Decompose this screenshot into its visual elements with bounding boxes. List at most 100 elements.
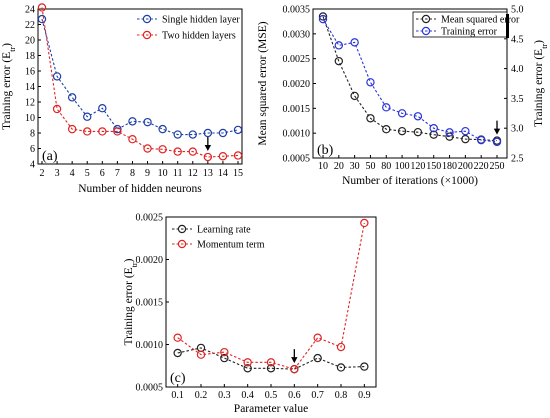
x-tick-label: 3	[55, 168, 60, 179]
x-tick-label: 8	[130, 168, 135, 179]
series-0-point	[98, 103, 107, 113]
panel-label: (b)	[317, 143, 334, 158]
y2-tick-label: 5.0	[511, 5, 524, 16]
x-tick-label: 12	[188, 168, 198, 179]
series-0-point	[203, 128, 213, 138]
legend-training-error: Training error	[416, 27, 498, 38]
x-tick-label: 9	[145, 168, 150, 179]
series-training-error-point	[366, 78, 375, 87]
y-tick-label: 12	[25, 98, 35, 109]
x-tick-label: 15	[233, 168, 243, 179]
x-tick-label: 250	[490, 161, 505, 172]
series-0-point	[360, 362, 369, 371]
x-tick-label: 10	[318, 161, 328, 172]
series-training-error-point	[318, 14, 328, 24]
series-mse-point	[445, 132, 454, 141]
series-1-point	[158, 145, 167, 154]
series-mse-point	[334, 56, 344, 66]
panel-c: 0.1 0.2 0.3 0.4 0.5 0.6 0.7 0.8 0.9 0.0005 0.0010 0…	[123, 213, 377, 415]
series-0-point	[37, 14, 47, 24]
panel-label: (c)	[170, 371, 186, 386]
x-tick-label: 7	[115, 168, 120, 179]
arrow-marker-head	[291, 357, 298, 364]
series-0-point	[173, 130, 182, 139]
y-axis-title-sub: tr	[8, 47, 17, 52]
y-tick-label: 14	[25, 82, 35, 93]
series-1-point	[290, 364, 299, 374]
legend-two-hidden-layers-marker	[142, 30, 152, 40]
legend-learning-rate: Learning rate	[172, 225, 251, 236]
series-mse-point	[350, 91, 359, 101]
legend-two-hidden-layers: Two hidden layers	[137, 31, 236, 42]
x-tick-label: 150	[426, 161, 441, 172]
arrow-marker	[493, 120, 501, 135]
x-tick-label: 0.9	[358, 390, 371, 401]
y-tick-label: 4	[30, 160, 35, 171]
x-tick-label: 50	[365, 161, 375, 172]
y-tick-label: 10	[25, 113, 35, 124]
series-1-point	[83, 127, 92, 136]
series-mse-point	[429, 130, 438, 139]
x-axis-title: Number of hidden neurons	[78, 183, 202, 195]
x-tick-label: 0.2	[195, 390, 208, 401]
y-tick-label: 22	[25, 20, 35, 31]
y-axis-title-main: Training error (E	[123, 267, 135, 345]
series-1-point	[233, 151, 243, 160]
x-tick-label: 0.6	[288, 390, 301, 401]
y2-tick-label: 2.5	[511, 154, 524, 165]
y-tick-label: 0.0005	[283, 154, 311, 165]
y-tick-label: 0.0005	[136, 383, 164, 394]
y-tick-label: 0.0020	[136, 255, 164, 266]
series-training-error-point	[429, 123, 438, 133]
series-0-point	[67, 93, 77, 102]
y-tick-label: 20	[25, 36, 35, 47]
legend-box-shadow	[506, 14, 509, 38]
series-1-point	[67, 124, 77, 134]
legend-momentum-term: Momentum term	[172, 240, 265, 251]
arrow-marker	[291, 349, 298, 364]
x-tick-label: 120	[410, 161, 425, 172]
series-1-point	[143, 144, 152, 153]
series-training-error-line	[322, 18, 498, 143]
series-0	[37, 14, 243, 139]
arrow-marker-head	[204, 145, 212, 152]
arrow-marker-head	[493, 128, 501, 135]
series-1-point	[266, 358, 276, 367]
y-tick-label: 0.0010	[283, 129, 311, 140]
x-axis-title: Number of iterations (×1000)	[342, 175, 478, 187]
legend-mean-squared-error-label: Mean squared error	[441, 15, 520, 26]
series-mse-point	[397, 126, 407, 136]
series-1-point	[360, 218, 369, 228]
series-training-error-point	[350, 38, 359, 47]
series-0-point	[188, 130, 197, 139]
x-tick-label: 0.4	[241, 390, 254, 401]
y-axis-title: Mean squared error (MSE)	[257, 21, 269, 145]
panel-a: 2 3 4 5 6 7 8 9 10 11 12 13 14 154681012141618202224N…	[1, 3, 243, 195]
y-tick-label: 16	[25, 67, 35, 78]
series-training-error-point	[413, 112, 423, 121]
series-1-line	[177, 222, 365, 370]
y-tick-label: 0.0015	[136, 298, 164, 309]
y2-axis-title: Training error (Etr)	[533, 40, 549, 127]
x-axis-title: Parameter value	[234, 403, 308, 415]
series-1-line	[41, 7, 239, 158]
series-training-error-point	[492, 137, 502, 147]
series-1-point	[218, 152, 228, 161]
y2-tick-label: 3.5	[511, 94, 524, 105]
legend-momentum-term-marker	[177, 239, 187, 249]
series-0-point	[113, 124, 122, 134]
legend-mean-squared-error-marker	[421, 14, 431, 24]
legend-training-error-marker	[421, 26, 431, 36]
x-tick-label: 14	[218, 168, 228, 179]
y-axis-title-tail: )	[123, 258, 135, 262]
y-tick-label: 0.0025	[283, 54, 311, 65]
y-tick-label: 0.0035	[283, 5, 311, 16]
series-0-point	[220, 353, 229, 363]
x-tick-label: 0.7	[311, 390, 324, 401]
legend-two-hidden-layers-label: Two hidden layers	[162, 31, 236, 42]
series-training-error-point	[334, 41, 344, 50]
x-tick-label: 10	[158, 168, 168, 179]
series-1-point	[173, 333, 182, 342]
y-tick-label: 0.0030	[283, 29, 311, 40]
series-1-point	[128, 134, 137, 144]
